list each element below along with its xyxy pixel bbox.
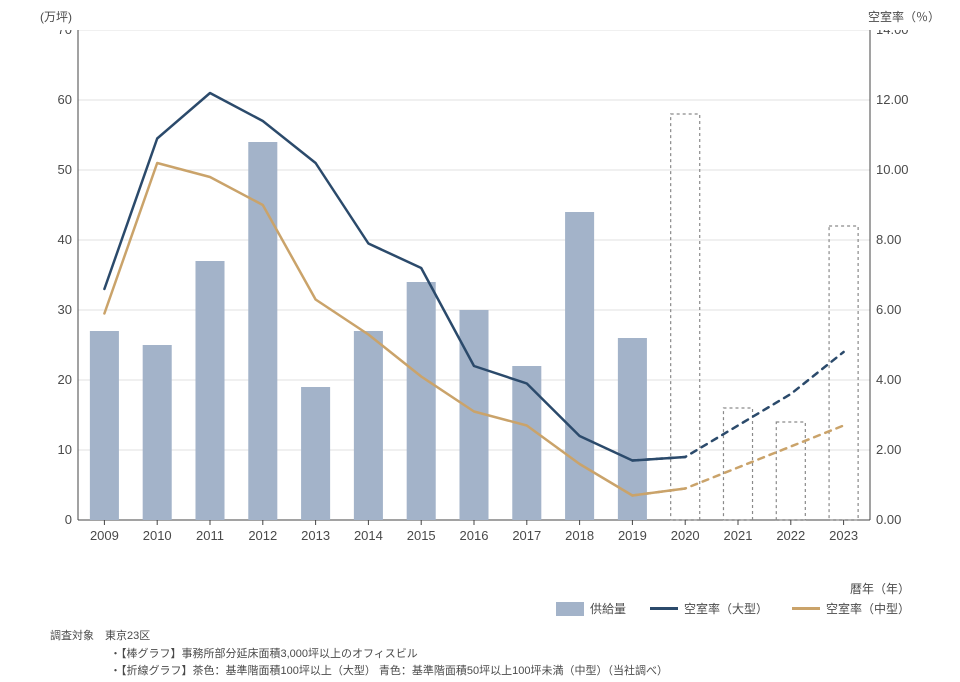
- svg-text:2013: 2013: [301, 528, 330, 543]
- svg-text:4.00: 4.00: [876, 372, 901, 387]
- legend-swatch-line-mid: [792, 607, 820, 610]
- svg-text:30: 30: [58, 302, 72, 317]
- svg-text:2017: 2017: [512, 528, 541, 543]
- svg-text:2019: 2019: [618, 528, 647, 543]
- legend-swatch-line-large: [650, 607, 678, 610]
- legend-item-bars: 供給量: [556, 600, 626, 617]
- legend-label-mid: 空室率（中型）: [826, 600, 910, 617]
- footnote-title: 調査対象 東京23区: [50, 628, 668, 646]
- plot-area: 0 10 20 30 40 50 60 70 0.00 2.00 4.00 6.00 8.00 10.00…: [50, 30, 910, 550]
- svg-text:2021: 2021: [724, 528, 753, 543]
- chart-container: (万坪) 空室率（％） 0 10 20 30 40 50 60 70 0.00 2.00 4.00 6…: [0, 0, 960, 682]
- svg-text:10.00: 10.00: [876, 162, 909, 177]
- svg-text:40: 40: [58, 232, 72, 247]
- svg-text:2020: 2020: [671, 528, 700, 543]
- plot-svg: 0 10 20 30 40 50 60 70 0.00 2.00 4.00 6.00 8.00 10.00…: [50, 30, 910, 550]
- svg-text:2014: 2014: [354, 528, 383, 543]
- legend-swatch-bar: [556, 602, 584, 616]
- svg-text:14.00: 14.00: [876, 30, 909, 37]
- legend-item-mid: 空室率（中型）: [792, 600, 910, 617]
- legend-label-bars: 供給量: [590, 600, 626, 617]
- svg-text:60: 60: [58, 92, 72, 107]
- svg-text:2015: 2015: [407, 528, 436, 543]
- footnotes: 調査対象 東京23区 ・【棒グラフ】事務所部分延床面積3,000坪以上のオフィス…: [50, 628, 668, 681]
- svg-text:8.00: 8.00: [876, 232, 901, 247]
- left-axis-title: (万坪): [40, 8, 72, 25]
- svg-text:20: 20: [58, 372, 72, 387]
- svg-text:2010: 2010: [143, 528, 172, 543]
- footnote-line1: ・【棒グラフ】事務所部分延床面積3,000坪以上のオフィスビル: [110, 646, 668, 664]
- svg-text:2016: 2016: [460, 528, 489, 543]
- svg-text:10: 10: [58, 442, 72, 457]
- svg-text:2009: 2009: [90, 528, 119, 543]
- right-axis-title: 空室率（％）: [868, 8, 940, 25]
- x-axis-title: 暦年（年）: [850, 580, 910, 597]
- svg-text:2011: 2011: [196, 528, 224, 543]
- svg-text:12.00: 12.00: [876, 92, 909, 107]
- legend-label-large: 空室率（大型）: [684, 600, 768, 617]
- legend-item-large: 空室率（大型）: [650, 600, 768, 617]
- svg-text:2022: 2022: [776, 528, 805, 543]
- svg-text:0.00: 0.00: [876, 512, 901, 527]
- svg-text:6.00: 6.00: [876, 302, 901, 317]
- svg-text:2023: 2023: [829, 528, 858, 543]
- legend: 供給量 空室率（大型） 空室率（中型）: [0, 600, 910, 617]
- svg-text:2.00: 2.00: [876, 442, 901, 457]
- footnote-line2: ・【折線グラフ】茶色：基準階面積100坪以上（大型） 青色：基準階面積50坪以上…: [110, 663, 668, 681]
- svg-text:70: 70: [58, 30, 72, 37]
- svg-text:50: 50: [58, 162, 72, 177]
- svg-text:2018: 2018: [565, 528, 594, 543]
- svg-text:0: 0: [65, 512, 72, 527]
- svg-text:2012: 2012: [248, 528, 277, 543]
